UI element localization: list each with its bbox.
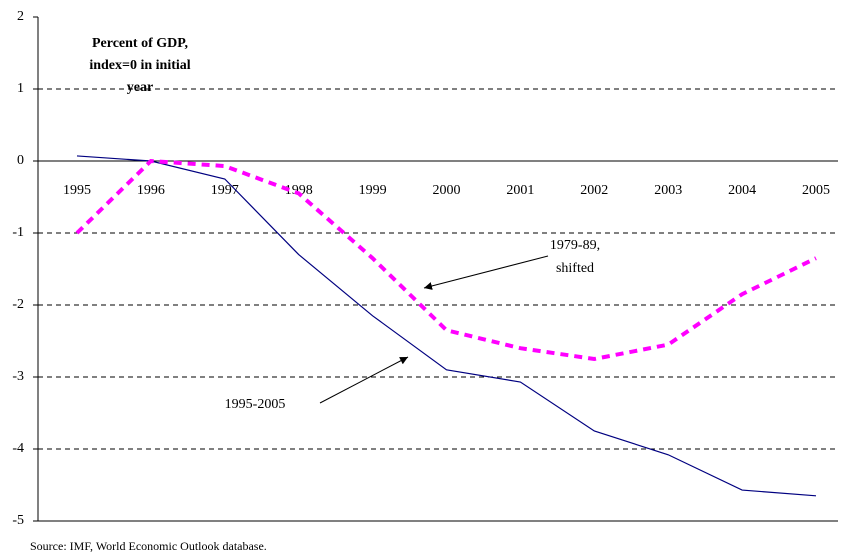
y-tick-label: -3 [12, 369, 24, 384]
annotation: 1979-89, [550, 238, 600, 253]
x-tick-label: 2001 [506, 183, 534, 198]
axis-unit-label: year [127, 80, 153, 95]
y-tick-label: -5 [12, 513, 24, 528]
y-tick-label: -2 [12, 297, 24, 312]
annotation-arrow [319, 356, 409, 404]
x-tick-label: 1997 [211, 183, 239, 198]
x-tick-label: 1999 [359, 183, 387, 198]
x-tick-label: 2004 [728, 183, 756, 198]
x-tick-label: 2000 [433, 183, 461, 198]
x-tick-label: 2005 [802, 183, 830, 198]
y-tick-label: 0 [17, 153, 24, 168]
y-tick-label: 2 [17, 9, 24, 24]
y-tick-label: -1 [12, 225, 24, 240]
annotation: shifted [556, 261, 594, 276]
x-tick-label: 1995 [63, 183, 91, 198]
axis-unit-label: Percent of GDP, [92, 36, 188, 51]
x-tick-label: 1998 [285, 183, 313, 198]
y-tick-label: 1 [17, 81, 24, 96]
x-tick-label: 1996 [137, 183, 165, 198]
source-note: Source: IMF, World Economic Outlook data… [30, 539, 267, 553]
axis-unit-label: index=0 in initial [89, 58, 190, 73]
x-tick-label: 2003 [654, 183, 682, 198]
annotation: 1995-2005 [225, 397, 286, 412]
y-tick-label: -4 [12, 441, 24, 456]
series-line [76, 155, 817, 497]
annotation-arrow [423, 255, 549, 290]
x-tick-label: 2002 [580, 183, 608, 198]
